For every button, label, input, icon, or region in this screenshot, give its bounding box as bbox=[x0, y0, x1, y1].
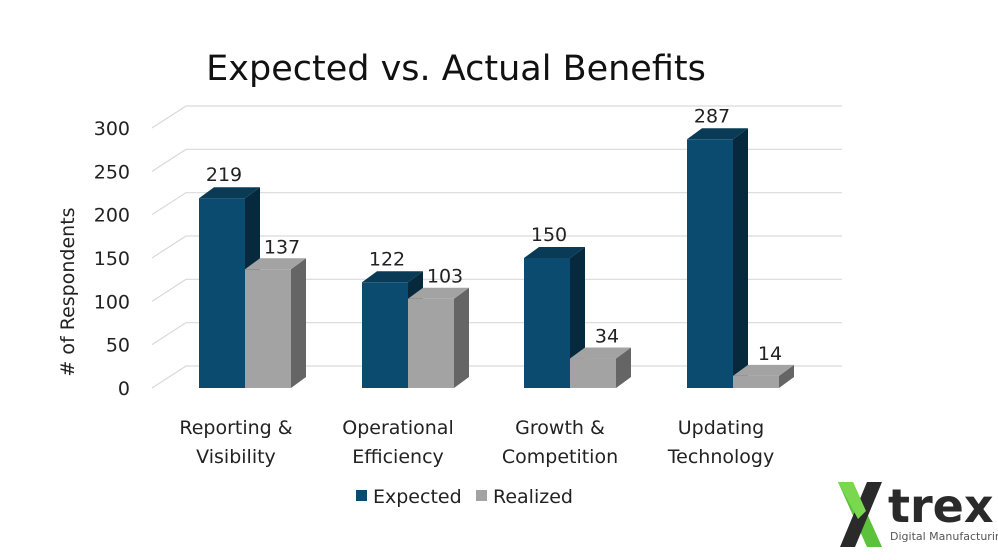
bar-top-face bbox=[570, 347, 631, 359]
y-axis-ticks: 0 50 100 150 200 250 300 bbox=[94, 118, 130, 400]
chart-title: Expected vs. Actual Benefits bbox=[206, 49, 706, 89]
bar-front-face bbox=[687, 139, 733, 388]
y-tick-label-0: 0 bbox=[118, 378, 130, 400]
bar-top-face bbox=[687, 128, 748, 140]
chart-legend: Expected Realized bbox=[356, 486, 573, 508]
bar-front-face bbox=[524, 258, 570, 388]
category-label-1: Operational Efficiency bbox=[342, 417, 453, 468]
data-label-realized-2: 34 bbox=[595, 326, 619, 348]
bar-front-face bbox=[733, 375, 779, 388]
category-label-2: Growth & Competition bbox=[502, 417, 618, 468]
chart-gridlines bbox=[151, 105, 842, 389]
legend-swatch bbox=[356, 490, 367, 501]
bar-top-face bbox=[362, 271, 423, 283]
bar-realized-0 bbox=[245, 258, 306, 388]
category-label-3: Updating Technology bbox=[667, 417, 774, 468]
bar-realized-3 bbox=[733, 364, 794, 388]
chart-bars bbox=[199, 128, 794, 388]
bar-expected-2 bbox=[524, 247, 585, 388]
legend-swatch bbox=[476, 490, 487, 501]
bar-side-face bbox=[454, 287, 469, 388]
bar-side-face bbox=[779, 364, 794, 388]
data-label-realized-1: 103 bbox=[427, 266, 463, 288]
logo-tagline: Digital Manufacturing bbox=[890, 530, 998, 543]
bar-top-face bbox=[733, 364, 794, 376]
gridline-250 bbox=[151, 148, 842, 172]
bar-side-face bbox=[733, 128, 748, 388]
data-label-expected-3: 287 bbox=[694, 105, 730, 127]
gridline-50 bbox=[151, 322, 842, 346]
data-label-realized-3: 14 bbox=[758, 343, 782, 365]
bar-front-face bbox=[570, 358, 616, 388]
bar-expected-3 bbox=[687, 128, 748, 388]
gridline-200 bbox=[151, 192, 842, 216]
data-labels: 219 137 122 103 150 34 287 14 bbox=[206, 105, 782, 365]
bar-top-face bbox=[524, 247, 585, 258]
bar-top-face bbox=[408, 287, 469, 299]
legend-item-realized: Realized bbox=[476, 486, 573, 508]
trex-logo: trex Digital Manufacturing bbox=[838, 479, 998, 547]
y-tick-label-50: 50 bbox=[106, 335, 130, 357]
y-tick-label-100: 100 bbox=[94, 291, 130, 313]
gridline-100 bbox=[151, 278, 842, 302]
data-label-expected-1: 122 bbox=[369, 248, 405, 270]
bar-side-face bbox=[616, 347, 631, 388]
gridline-300 bbox=[151, 105, 842, 129]
bar-top-face bbox=[199, 187, 260, 199]
bar-top-face bbox=[245, 258, 306, 270]
category-label-0: Reporting & Visibility bbox=[179, 417, 292, 468]
data-label-realized-0: 137 bbox=[264, 236, 300, 258]
legend-label: Expected bbox=[373, 486, 462, 508]
y-tick-label-250: 250 bbox=[94, 161, 130, 183]
bar-realized-1 bbox=[408, 287, 469, 388]
data-label-expected-2: 150 bbox=[531, 224, 567, 246]
y-tick-label-200: 200 bbox=[94, 205, 130, 227]
logo-word: trex bbox=[888, 479, 994, 533]
y-axis-label: # of Respondents bbox=[57, 207, 79, 376]
bar-side-face bbox=[291, 258, 306, 388]
y-tick-label-150: 150 bbox=[94, 248, 130, 270]
legend-item-expected: Expected bbox=[356, 486, 462, 508]
trex-x-mark-icon bbox=[838, 482, 882, 547]
legend-label: Realized bbox=[493, 486, 573, 508]
bar-front-face bbox=[199, 198, 245, 388]
x-axis-categories: Reporting & Visibility Operational Efficien… bbox=[179, 417, 774, 468]
gridline-150 bbox=[151, 235, 842, 259]
data-label-expected-0: 219 bbox=[206, 164, 242, 186]
bar-front-face bbox=[408, 298, 454, 388]
bar-front-face bbox=[245, 269, 291, 388]
y-tick-label-300: 300 bbox=[94, 118, 130, 140]
bar-realized-2 bbox=[570, 347, 631, 388]
bar-front-face bbox=[362, 282, 408, 388]
